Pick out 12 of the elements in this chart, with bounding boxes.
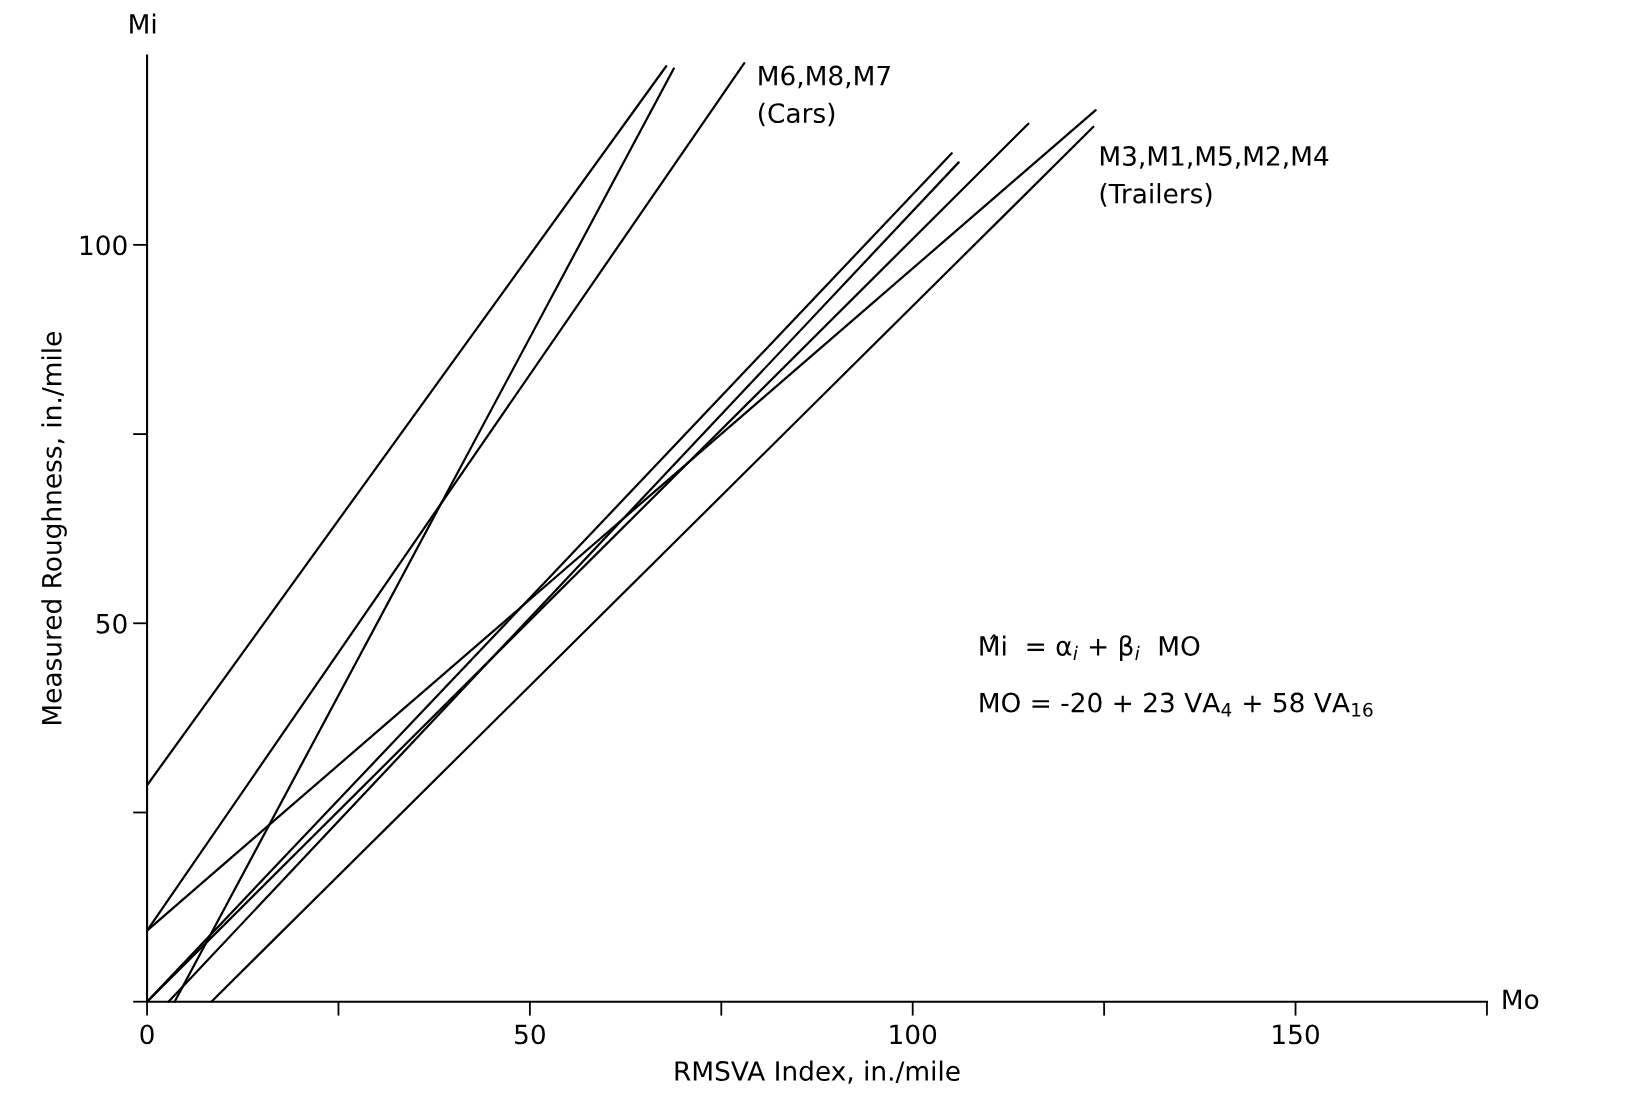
x-tick-label: 150 (1273, 1024, 1319, 1045)
x-tick-label: 50 (515, 1024, 545, 1045)
text: Mo (1503, 989, 1539, 1010)
annotation: M̂i = α$_{i}$ + β$_{i}$ MO (980, 634, 1200, 662)
x-axis-title: RMSVA Index, in./mile (675, 1060, 960, 1084)
x-tick-label: 100 (890, 1024, 937, 1045)
annotation: M6,M8,M7 (Cars) (758, 65, 890, 127)
y-axis-title: Measured Roughness, in./mile (41, 332, 67, 725)
text: Mi (130, 13, 156, 34)
annotation: MO = -20 + 23 VA$_{4}$ + 58 VA$_{16}$ (980, 692, 1373, 717)
annotation: M3,M1,M5,M2,M4 (Trailers) (1100, 145, 1329, 207)
x-tick-label: 0 (140, 1024, 154, 1045)
